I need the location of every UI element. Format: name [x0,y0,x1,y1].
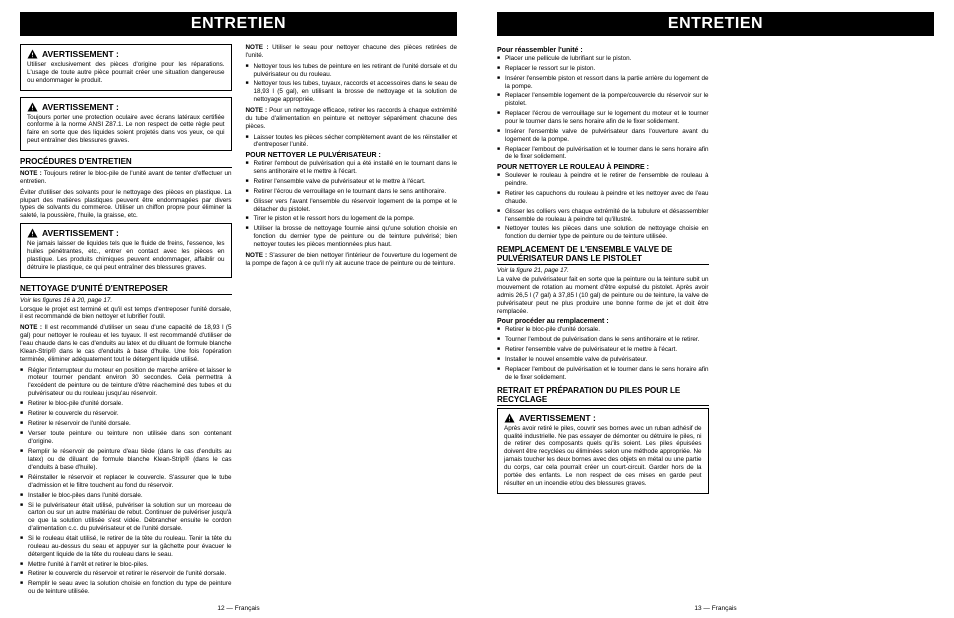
warning-label: AVERTISSEMENT : [42,228,119,238]
bullet-list: Régler l'interrupteur du moteur en posit… [20,367,232,446]
warning-box-4: AVERTISSEMENT : Après avoir retiré le pi… [497,408,709,494]
list-item: Replacer l'embout de pulvérisation et le… [497,146,709,162]
list-item: Remplir le seau avec la solution choisie… [20,580,232,596]
figure-ref: Voir les figures 16 à 20, page 17. [20,297,232,304]
warning-icon [27,102,38,112]
list-item: Réinstaller le réservoir et replacer le … [20,474,232,490]
page-right-columns: Pour réassembler l'unité : Placer une pe… [497,44,934,596]
list-item: Retirer l'écrou de verrouillage en le to… [246,188,458,196]
sub-heading-reassemble: Pour réassembler l'unité : [497,47,709,54]
warning-box-1: AVERTISSEMENT : Utiliser exclusivement d… [20,44,232,91]
list-item: Retirer le bloc-pile d'unité dorsale. [497,326,709,334]
list-item: Insérer l'ensemble piston et ressort dan… [497,75,709,91]
page-title-right: ENTRETIEN [497,12,934,36]
list-item: Si le rouleau était utilisé, le retirer … [20,535,232,559]
warning-text: Utiliser exclusivement des pièces d'orig… [27,61,225,85]
list-item: Tirer le piston et le ressort hors du lo… [246,215,458,223]
bullet-list: Nettoyer tous les tubes de peinture en l… [246,63,458,104]
page-spread: ENTRETIEN AVERTISSEMENT : Utiliser exclu… [0,0,954,618]
list-item: Verser toute peinture ou teinture non ut… [20,430,232,446]
list-item: Retirer les capuchons du rouleau à peind… [497,190,709,206]
note-text: NOTE : Il est recommandé d'utiliser un s… [20,324,232,363]
page-left-columns: AVERTISSEMENT : Utiliser exclusivement d… [20,44,457,596]
list-item: Placer une pellicule de lubrifiant sur l… [497,55,709,63]
warning-label: AVERTISSEMENT : [42,102,119,112]
list-item: Insérer l'ensemble valve de pulvérisateu… [497,128,709,144]
section-heading-procedures: PROCÉDURES D'ENTRETIEN [20,157,232,168]
note-text: NOTE : S'assurer de bien nettoyer l'inté… [246,252,458,268]
section-heading-valve: REMPLACEMENT DE L'ENSEMBLE VALVE DE PULV… [497,245,709,265]
list-item: Replacer l'embout de pulvérisation et le… [497,366,709,382]
page-title-left: ENTRETIEN [20,12,457,36]
bullet-list: Retirer le bloc-pile d'unité dorsale. To… [497,326,709,381]
bullet-list: Retirer l'embout de pulvérisation qui a … [246,160,458,249]
list-item: Remplir le réservoir de peinture d'eau t… [20,448,232,472]
warning-box-3: AVERTISSEMENT : Ne jamais laisser de liq… [20,223,232,277]
warning-text: Ne jamais laisser de liquides tels que l… [27,240,225,271]
list-item: Soulever le rouleau à peindre et le reti… [497,172,709,188]
page-footer-left: 12 — Français [0,605,477,612]
bullet-list: Remplir le réservoir de peinture d'eau t… [20,448,232,596]
warning-heading: AVERTISSEMENT : [27,228,225,238]
list-item: Tourner l'embout de pulvérisation dans l… [497,336,709,344]
list-item: Mettre l'unité à l'arrêt et retirer le b… [20,561,232,569]
warning-box-2: AVERTISSEMENT : Toujours porter une prot… [20,97,232,151]
warning-heading: AVERTISSEMENT : [27,102,225,112]
list-item: Installer le bloc-piles dans l'unité dor… [20,492,232,500]
list-item: Retirer le réservoir de l'unité dorsale. [20,420,232,428]
figure-ref: Voir la figure 21, page 17. [497,267,709,274]
list-item: Nettoyer tous les tubes, tuyaux, raccord… [246,80,458,104]
list-item: Retirer le couvercle du réservoir et ret… [20,570,232,578]
list-item: Replacer l'ensemble logement de la pompe… [497,92,709,108]
page-right: ENTRETIEN Pour réassembler l'unité : Pla… [477,0,954,618]
section-heading-cleaning: NETTOYAGE D'UNITÉ D'ENTREPOSER [20,284,232,295]
list-item: Retirer le bloc-pile d'unité dorsale. [20,400,232,408]
list-item: Replacer l'écrou de verrouillage sur le … [497,110,709,126]
note-text: NOTE : Utiliser le seau pour nettoyer ch… [246,44,458,60]
warning-icon [27,49,38,59]
list-item: Laisser toutes les pièces sécher complèt… [246,134,458,150]
page-left: ENTRETIEN AVERTISSEMENT : Utiliser exclu… [0,0,477,618]
sub-heading-replace: Pour procéder au remplacement : [497,318,709,325]
list-item: Glisser les colliers vers chaque extrémi… [497,208,709,224]
warning-label: AVERTISSEMENT : [519,413,596,423]
page-footer-right: 13 — Français [477,605,954,612]
list-item: Retirer l'ensemble valve de pulvérisateu… [497,346,709,354]
list-item: Installer le nouvel ensemble valve de pu… [497,356,709,364]
bullet-list: Soulever le rouleau à peindre et le reti… [497,172,709,241]
list-item: Retirer l'ensemble valve de pulvérisateu… [246,178,458,186]
sub-heading-sprayer: POUR NETTOYER LE PULVÉRISATEUR : [246,152,458,159]
body-paragraph: Éviter d'utiliser des solvants pour le n… [20,189,232,220]
warning-icon [504,413,515,423]
warning-text: Toujours porter une protection oculaire … [27,114,225,145]
warning-icon [27,228,38,238]
bullet-list: Placer une pellicule de lubrifiant sur l… [497,55,709,161]
list-item: Nettoyer toutes les pièces dans une solu… [497,225,709,241]
list-item: Si le pulvérisateur était utilisé, pulvé… [20,502,232,533]
list-item: Utiliser la brosse de nettoyage fournie … [246,225,458,249]
list-item: Replacer le ressort sur le piston. [497,65,709,73]
list-item: Glisser vers l'avant l'ensemble du réser… [246,198,458,214]
body-paragraph: La valve de pulvérisateur fait en sorte … [497,276,709,315]
warning-label: AVERTISSEMENT : [42,49,119,59]
list-item: Retirer le couvercle du réservoir. [20,410,232,418]
bullet-list: Laisser toutes les pièces sécher complèt… [246,134,458,150]
warning-heading: AVERTISSEMENT : [504,413,702,423]
warning-text: Après avoir retiré le piles, couvrir ses… [504,425,702,488]
section-heading-battery: RETRAIT ET PRÉPARATION DU PILES POUR LE … [497,386,709,406]
warning-heading: AVERTISSEMENT : [27,49,225,59]
sub-heading-roller: POUR NETTOYER LE ROULEAU À PEINDRE : [497,164,709,171]
body-paragraph: Lorsque le projet est terminé et qu'il e… [20,306,232,322]
note-text: NOTE : Pour un nettoyage efficace, retir… [246,107,458,131]
list-item: Retirer l'embout de pulvérisation qui a … [246,160,458,176]
note-text: NOTE : Toujours retirer le bloc-pile de … [20,170,232,186]
list-item: Régler l'interrupteur du moteur en posit… [20,367,232,398]
list-item: Nettoyer tous les tubes de peinture en l… [246,63,458,79]
